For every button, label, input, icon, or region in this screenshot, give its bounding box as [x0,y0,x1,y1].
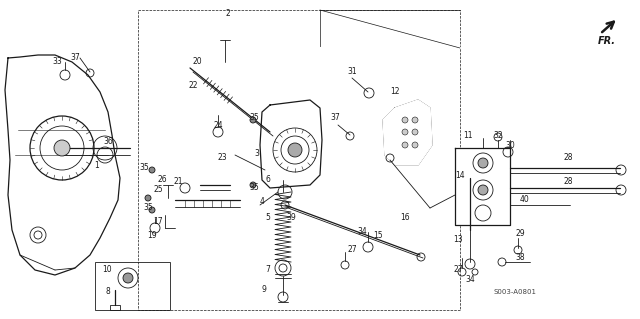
Text: 20: 20 [192,57,202,66]
Text: 37: 37 [330,114,340,122]
Polygon shape [383,100,432,165]
Text: 19: 19 [147,231,157,240]
Text: S003-A0801: S003-A0801 [493,289,536,295]
Text: 35: 35 [249,114,259,122]
Text: 26: 26 [157,175,167,184]
Circle shape [250,182,256,188]
Text: 33: 33 [52,57,62,66]
Text: 4: 4 [260,197,264,206]
Text: 34: 34 [465,276,475,285]
Circle shape [149,167,155,173]
Circle shape [412,142,418,148]
Text: 35: 35 [139,164,149,173]
Text: 1: 1 [95,160,99,169]
Circle shape [145,195,151,201]
Text: 35: 35 [143,204,153,212]
Text: 14: 14 [455,170,465,180]
Text: 34: 34 [357,227,367,236]
Text: 40: 40 [520,196,530,204]
Text: 24: 24 [213,121,223,130]
Text: 27: 27 [347,246,357,255]
Circle shape [402,129,408,135]
Bar [110,305,120,310]
Text: 25: 25 [153,186,163,195]
Text: 28: 28 [563,153,573,162]
Text: 6: 6 [266,175,271,184]
Text: 2: 2 [226,10,230,19]
Circle shape [412,129,418,135]
Circle shape [412,117,418,123]
Circle shape [250,117,256,123]
Text: 9: 9 [262,286,266,294]
Circle shape [478,185,488,195]
Text: 38: 38 [515,254,525,263]
Text: 37: 37 [70,53,80,62]
Text: 23: 23 [217,153,227,162]
Text: 21: 21 [173,177,183,187]
Text: 29: 29 [515,228,525,238]
Text: FR.: FR. [598,36,616,46]
Text: 16: 16 [400,213,410,222]
Polygon shape [455,148,510,225]
Text: 22: 22 [188,80,198,90]
Circle shape [402,117,408,123]
Text: 3: 3 [255,149,259,158]
Polygon shape [260,100,322,188]
Circle shape [123,273,133,283]
Text: 32: 32 [493,130,503,139]
Bar [95,262,170,310]
Text: 11: 11 [463,130,473,139]
Circle shape [54,140,70,156]
Text: 30: 30 [505,140,515,150]
Text: 8: 8 [106,287,110,296]
Text: 13: 13 [453,235,463,244]
Text: 39: 39 [286,213,296,222]
Text: 12: 12 [390,87,400,97]
Circle shape [288,143,302,157]
Text: 35: 35 [249,183,259,192]
Circle shape [402,142,408,148]
Text: 10: 10 [102,265,112,275]
Text: 17: 17 [153,218,163,226]
Circle shape [149,207,155,213]
Text: 36: 36 [103,137,113,146]
Text: 28: 28 [563,177,573,187]
Text: 5: 5 [266,213,271,222]
Text: 15: 15 [373,231,383,240]
Text: 27: 27 [453,265,463,275]
Text: 7: 7 [266,265,271,275]
Text: 31: 31 [347,68,357,77]
Circle shape [478,158,488,168]
